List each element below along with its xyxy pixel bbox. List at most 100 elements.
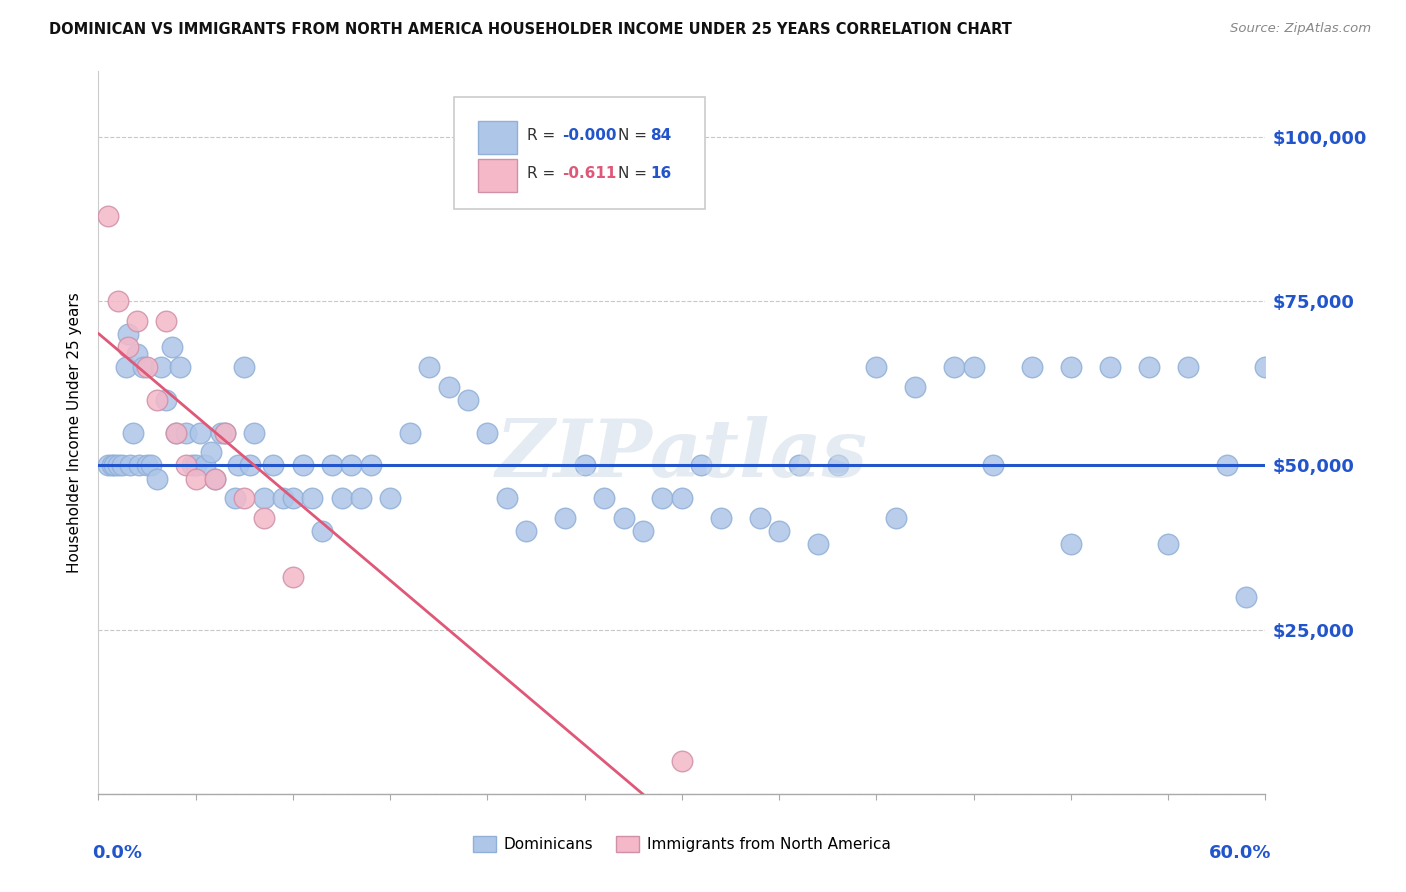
Point [209, 425, 232, 440]
Point [690, 458, 713, 473]
Point [291, 458, 314, 473]
Text: 16: 16 [651, 167, 672, 181]
Point [136, 359, 159, 374]
Point [380, 491, 402, 506]
Point [165, 425, 187, 440]
Point [651, 491, 673, 506]
Point [457, 392, 479, 407]
Point [1137, 359, 1160, 374]
Point [827, 458, 849, 473]
Point [330, 491, 353, 506]
Point [1098, 359, 1121, 374]
Point [184, 458, 207, 473]
Point [612, 511, 634, 525]
Text: Source: ZipAtlas.com: Source: ZipAtlas.com [1230, 22, 1371, 36]
Point [146, 392, 169, 407]
Point [239, 458, 262, 473]
Text: N =: N = [617, 128, 651, 143]
Point [748, 511, 770, 525]
Point [243, 425, 266, 440]
Point [884, 511, 907, 525]
Point [97, 209, 120, 223]
Point [437, 379, 460, 393]
Point [271, 491, 294, 506]
Point [1060, 537, 1083, 551]
FancyBboxPatch shape [478, 121, 517, 154]
Point [114, 359, 136, 374]
Point [418, 359, 440, 374]
Text: R =: R = [527, 167, 560, 181]
Point [139, 458, 162, 473]
Point [671, 491, 693, 506]
Point [174, 425, 197, 440]
Point [574, 458, 596, 473]
Point [233, 359, 256, 374]
Point [233, 491, 256, 506]
Point [117, 327, 139, 342]
Point [180, 458, 202, 473]
Point [962, 359, 984, 374]
Point [787, 458, 810, 473]
Point [281, 491, 304, 506]
Point [103, 458, 125, 473]
Point [228, 458, 250, 473]
Point [360, 458, 382, 473]
Y-axis label: Householder Income Under 25 years: Householder Income Under 25 years [67, 293, 83, 573]
Point [1060, 359, 1083, 374]
Point [253, 511, 276, 525]
Point [1177, 359, 1199, 374]
Point [262, 458, 284, 473]
Text: -0.611: -0.611 [562, 167, 616, 181]
Point [496, 491, 519, 506]
Point [224, 491, 246, 506]
Text: ZIPatlas: ZIPatlas [496, 416, 868, 493]
Point [1215, 458, 1237, 473]
Point [194, 458, 217, 473]
Point [188, 425, 211, 440]
Point [127, 314, 149, 328]
Point [128, 458, 150, 473]
Point [340, 458, 363, 473]
Point [204, 472, 226, 486]
Point [1234, 590, 1257, 604]
Point [127, 347, 149, 361]
Point [301, 491, 323, 506]
Point [97, 458, 120, 473]
Point [214, 425, 236, 440]
Point [107, 458, 129, 473]
Point [593, 491, 616, 506]
Point [281, 570, 304, 584]
Point [118, 458, 141, 473]
Point [350, 491, 373, 506]
Point [554, 511, 576, 525]
Text: N =: N = [617, 167, 651, 181]
Point [155, 392, 177, 407]
Point [136, 458, 159, 473]
Point [631, 524, 654, 538]
Point [101, 458, 124, 473]
Point [981, 458, 1004, 473]
Point [149, 359, 172, 374]
Point [865, 359, 887, 374]
Point [184, 472, 207, 486]
Point [132, 359, 155, 374]
Point [1157, 537, 1180, 551]
Text: R =: R = [527, 128, 560, 143]
Point [204, 472, 226, 486]
Point [200, 445, 222, 459]
Point [710, 511, 733, 525]
Point [253, 491, 276, 506]
Legend: Dominicans, Immigrants from North America: Dominicans, Immigrants from North Americ… [467, 830, 897, 858]
Text: 60.0%: 60.0% [1209, 845, 1271, 863]
Point [807, 537, 830, 551]
Text: 0.0%: 0.0% [93, 845, 142, 863]
Text: DOMINICAN VS IMMIGRANTS FROM NORTH AMERICA HOUSEHOLDER INCOME UNDER 25 YEARS COR: DOMINICAN VS IMMIGRANTS FROM NORTH AMERI… [49, 22, 1012, 37]
Point [671, 754, 693, 768]
FancyBboxPatch shape [478, 159, 517, 192]
Point [1254, 359, 1277, 374]
FancyBboxPatch shape [454, 96, 706, 209]
Point [321, 458, 343, 473]
Point [111, 458, 134, 473]
Point [174, 458, 197, 473]
Point [515, 524, 537, 538]
